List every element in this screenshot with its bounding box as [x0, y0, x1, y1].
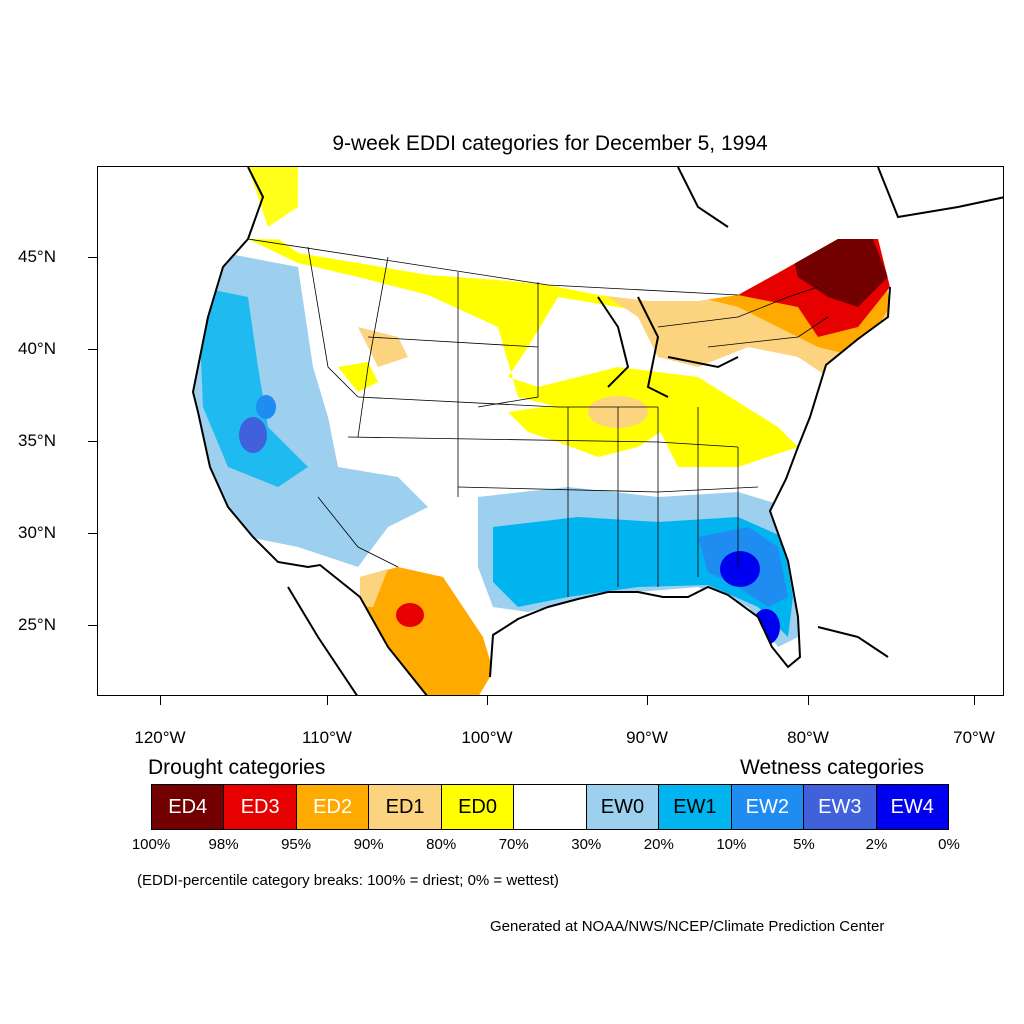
lat-label-30: 30°N	[18, 523, 56, 542]
legend-swatch-ed0: ED0	[441, 785, 515, 829]
legend-swatch-ew3: EW3	[804, 785, 877, 829]
lon-tick	[647, 696, 648, 705]
percentile-break-label: 2%	[865, 836, 888, 853]
lon-label-70: 70°W	[953, 728, 995, 747]
legend-swatch-ew4: EW4	[876, 785, 948, 829]
percentile-break-label: 5%	[793, 836, 815, 853]
percentile-break-label: 30%	[571, 836, 602, 853]
percentile-break-label: 80%	[426, 836, 457, 853]
percentile-break-label: 20%	[643, 836, 674, 853]
lon-tick	[160, 696, 161, 705]
percentile-break-label: 0%	[938, 836, 960, 853]
percentile-break-label: 95%	[281, 836, 312, 853]
lon-label-110: 110°W	[302, 728, 352, 747]
percentile-break-label: 100%	[131, 836, 171, 853]
legend-swatch-ed2: ED2	[296, 785, 370, 829]
lat-label-40: 40°N	[18, 339, 56, 358]
lat-label-35: 35°N	[18, 431, 56, 450]
lon-label-90: 90°W	[626, 728, 668, 747]
wetness-categories-heading: Wetness categories	[740, 756, 925, 779]
legend-swatch-ew1: EW1	[659, 785, 732, 829]
percentile-break-label: 98%	[208, 836, 239, 853]
lat-tick	[88, 349, 97, 350]
state-boundaries	[247, 238, 829, 597]
map-title: 9-week EDDI categories for December 5, 1…	[332, 132, 768, 155]
lon-tick	[974, 696, 975, 705]
eddi-map	[191, 167, 1003, 695]
percentile-break-label: 90%	[353, 836, 384, 853]
credit-line: Generated at NOAA/NWS/NCEP/Climate Predi…	[490, 918, 885, 935]
percentile-break-label: 70%	[498, 836, 529, 853]
lat-tick	[88, 625, 97, 626]
lat-tick	[88, 533, 97, 534]
category-note: (EDDI-percentile category breaks: 100% =…	[137, 872, 559, 889]
lon-tick	[808, 696, 809, 705]
category-legend: ED4 ED3 ED2 ED1 ED0 EW0 EW1 EW2 EW3 EW4	[151, 784, 949, 830]
lat-tick	[88, 441, 97, 442]
lat-label-45: 45°N	[18, 247, 56, 266]
percentile-break-label: 10%	[716, 836, 747, 853]
legend-swatch-ed1: ED1	[369, 785, 442, 829]
lon-tick	[487, 696, 488, 705]
legend-swatch-ed3: ED3	[224, 785, 297, 829]
lon-label-80: 80°W	[787, 728, 829, 747]
lon-label-120: 120°W	[134, 728, 186, 747]
map-panel	[97, 166, 1004, 696]
lat-tick	[88, 257, 97, 258]
lat-label-25: 25°N	[18, 615, 56, 634]
drought-categories-heading: Drought categories	[148, 756, 326, 779]
coastlines	[191, 167, 1003, 695]
category-shading	[193, 237, 890, 695]
legend-swatch-ew0: EW0	[586, 785, 660, 829]
legend-swatch-normal	[514, 785, 587, 829]
lon-label-100: 100°W	[461, 728, 513, 747]
legend-swatch-ew2: EW2	[731, 785, 805, 829]
lon-tick	[327, 696, 328, 705]
canada-shading	[248, 167, 298, 227]
legend-swatch-ed4: ED4	[152, 785, 225, 829]
